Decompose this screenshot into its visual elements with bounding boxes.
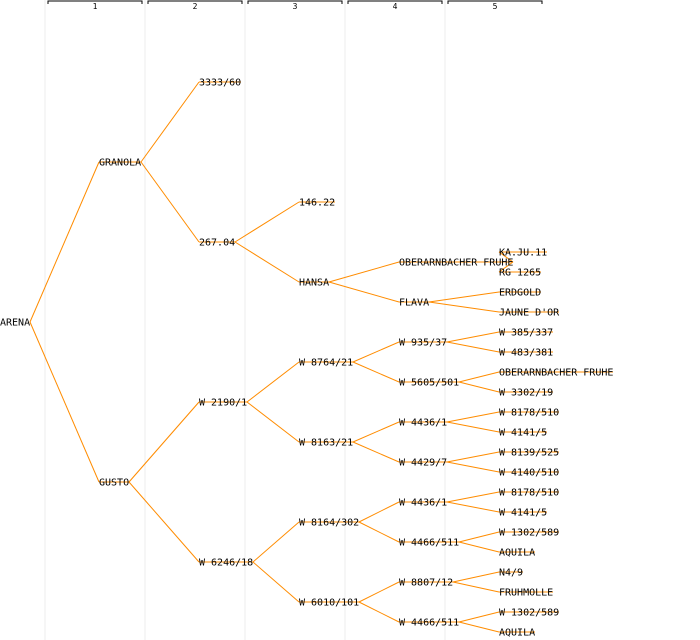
ancestor-node-label: KA.JU.11 (499, 248, 547, 259)
parent-link (234, 201, 300, 243)
ancestor-node-label: W 4436/1 (399, 498, 447, 509)
ancestor-node-label: W 8178/510 (499, 408, 559, 419)
parent-link (246, 361, 300, 403)
generation-label: 4 (393, 2, 398, 11)
ancestor-node-label: W 4429/7 (399, 458, 447, 469)
parent-link (452, 581, 500, 593)
parent-link (458, 611, 500, 623)
ancestor-node-label: W 4141/5 (499, 428, 547, 439)
generation-label: 3 (293, 2, 298, 11)
tree-edges (29, 81, 613, 633)
parent-link (358, 601, 400, 623)
parent-link (428, 301, 500, 313)
parent-link (458, 381, 500, 393)
parent-link (352, 341, 400, 363)
parent-link (234, 241, 300, 283)
parent-link (446, 501, 500, 513)
parent-link (428, 291, 500, 303)
parent-link (498, 261, 514, 273)
parent-link (458, 531, 500, 543)
ancestor-node-label: N4/9 (499, 568, 523, 579)
ancestor-node-label: 267.04 (199, 238, 235, 249)
ancestor-node-label: W 8164/302 (299, 518, 359, 529)
ancestor-node-label: AQUILA (499, 628, 535, 639)
ancestor-node-label: W 4436/1 (399, 418, 447, 429)
parent-link (458, 541, 500, 553)
ancestor-node-label: W 4466/511 (399, 618, 459, 629)
ancestor-node-label: FRUHMOLLE (499, 588, 553, 599)
ancestor-node-label: W 4141/5 (499, 508, 547, 519)
ancestor-node-label: W 385/337 (499, 328, 553, 339)
parent-link (128, 401, 200, 483)
ancestor-node-label: W 5605/501 (399, 378, 459, 389)
generation-label: 5 (493, 2, 498, 11)
root-node-label: ARENA (0, 318, 30, 329)
ancestor-node-label: ERDGOLD (499, 288, 541, 299)
generation-bracket (47, 0, 143, 4)
ancestor-node-label: 146.22 (299, 198, 335, 209)
parent-link (358, 581, 400, 603)
parent-link (246, 401, 300, 443)
parent-link (458, 621, 500, 633)
ancestor-node-label: W 8764/21 (299, 358, 353, 369)
parent-link (252, 561, 300, 603)
generation-bracket (247, 0, 343, 4)
generation-label: 2 (193, 2, 198, 11)
parent-link (128, 481, 200, 563)
parent-link (352, 361, 400, 383)
generation-label: 1 (93, 2, 98, 11)
ancestor-node-label: HANSA (299, 278, 329, 289)
parent-link (446, 341, 500, 353)
parent-link (328, 261, 400, 283)
ancestor-node-label: W 8163/21 (299, 438, 353, 449)
parent-link (328, 281, 400, 303)
ancestor-node-label: W 6010/101 (299, 598, 359, 609)
parent-link (446, 451, 500, 463)
ancestor-node-label: W 4140/510 (499, 468, 559, 479)
ancestor-node-label: W 8139/525 (499, 448, 559, 459)
parent-link (452, 571, 500, 583)
ancestor-node-label: OBERARNBACHER FRUHE (399, 258, 513, 269)
ancestor-node-label: FLAVA (399, 298, 429, 309)
parent-link (358, 521, 400, 543)
parent-link (458, 371, 500, 383)
parent-link (352, 441, 400, 463)
ancestor-node-label: W 4466/511 (399, 538, 459, 549)
parent-link (29, 321, 100, 483)
ancestor-node-label: GUSTO (99, 478, 129, 489)
parent-link (352, 421, 400, 443)
ancestor-node-label: OBERARNBACHER FRUHE (499, 368, 613, 379)
parent-link (29, 161, 100, 323)
generation-bracket (147, 0, 243, 4)
ancestor-node-label: W 1302/589 (499, 608, 559, 619)
ancestor-node-label: W 1302/589 (499, 528, 559, 539)
parent-link (446, 491, 500, 503)
ancestor-node-label: 3333/60 (199, 78, 241, 89)
ancestor-node-label: W 483/381 (499, 348, 553, 359)
ancestor-node-label: GRANOLA (99, 158, 141, 169)
parent-link (140, 81, 200, 163)
ancestor-node-label: RG 1265 (499, 268, 541, 279)
ancestor-node-label: AQUILA (499, 548, 535, 559)
ancestor-node-label: W 8807/12 (399, 578, 453, 589)
generation-bracket (447, 0, 543, 4)
parent-link (252, 521, 300, 563)
parent-link (446, 411, 500, 423)
ancestor-node-label: W 935/37 (399, 338, 447, 349)
parent-link (140, 161, 200, 243)
parent-link (446, 331, 500, 343)
generation-columns: 1 2 3 4 5 (44, 0, 543, 640)
ancestor-node-label: W 3302/19 (499, 388, 553, 399)
parent-link (358, 501, 400, 523)
ancestor-node-label: W 6246/18 (199, 558, 253, 569)
parent-link (446, 461, 500, 473)
parent-link (498, 251, 514, 263)
generation-bracket (347, 0, 443, 4)
ancestor-node-label: W 2190/1 (199, 398, 247, 409)
parent-link (446, 421, 500, 433)
ancestor-node-label: W 8178/510 (499, 488, 559, 499)
ancestor-node-label: JAUNE D'OR (499, 308, 560, 319)
